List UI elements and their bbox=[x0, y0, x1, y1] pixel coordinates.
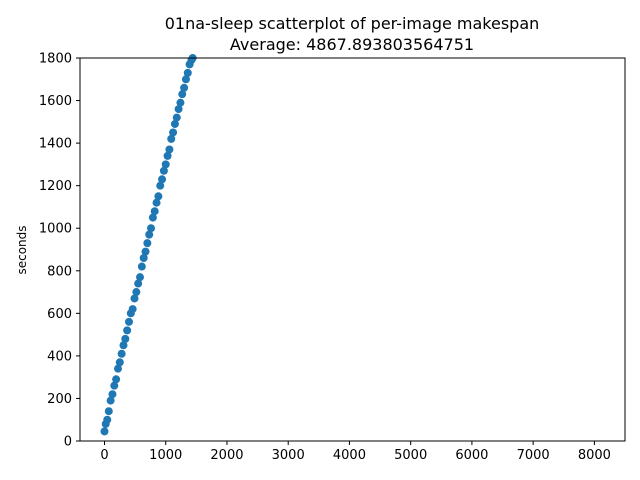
x-tick-label: 3000 bbox=[272, 448, 305, 463]
data-point bbox=[104, 407, 113, 416]
x-tick-label: 2000 bbox=[210, 448, 243, 463]
data-point bbox=[145, 230, 154, 239]
x-tick-label: 4000 bbox=[333, 448, 366, 463]
y-tick-label: 0 bbox=[64, 435, 72, 450]
data-point bbox=[134, 279, 143, 288]
data-point bbox=[165, 145, 174, 154]
data-point bbox=[152, 198, 161, 207]
data-point bbox=[124, 317, 133, 326]
data-point bbox=[108, 390, 117, 399]
data-point bbox=[113, 364, 122, 373]
y-axis-ticks: 0 200 400 600 800 1000 1200 1400 1600 1800 bbox=[39, 52, 80, 450]
data-point bbox=[119, 341, 128, 350]
data-point bbox=[110, 381, 119, 390]
y-tick-label: 1200 bbox=[39, 179, 72, 194]
data-point bbox=[183, 68, 192, 77]
data-point bbox=[132, 288, 141, 297]
data-point bbox=[159, 166, 168, 175]
data-point bbox=[154, 192, 163, 201]
data-point bbox=[137, 262, 146, 271]
x-tick-label: 8000 bbox=[578, 448, 611, 463]
y-axis-label: seconds bbox=[15, 225, 29, 274]
x-tick-label: 5000 bbox=[394, 448, 427, 463]
data-point bbox=[150, 207, 159, 216]
data-point bbox=[141, 247, 150, 256]
chart-subtitle: Average: 4867.893803564751 bbox=[230, 35, 474, 54]
data-point bbox=[136, 273, 145, 282]
x-tick-label: 6000 bbox=[455, 448, 488, 463]
data-point bbox=[156, 181, 165, 190]
data-point bbox=[161, 160, 170, 169]
data-point bbox=[163, 151, 172, 160]
data-point bbox=[147, 224, 156, 233]
y-tick-label: 1000 bbox=[39, 222, 72, 237]
data-point bbox=[139, 254, 148, 263]
data-point bbox=[178, 90, 187, 99]
y-tick-label: 1400 bbox=[39, 137, 72, 152]
data-points bbox=[100, 54, 197, 436]
data-point bbox=[121, 334, 130, 343]
data-point bbox=[143, 239, 152, 248]
data-point bbox=[115, 358, 124, 367]
data-point bbox=[167, 134, 176, 143]
data-point bbox=[112, 375, 121, 384]
y-tick-label: 800 bbox=[47, 264, 72, 279]
data-point bbox=[170, 119, 179, 128]
x-tick-label: 1000 bbox=[149, 448, 182, 463]
x-tick-label: 0 bbox=[100, 448, 108, 463]
data-point bbox=[181, 75, 190, 84]
x-tick-label: 7000 bbox=[517, 448, 550, 463]
y-tick-label: 600 bbox=[47, 307, 72, 322]
data-point bbox=[100, 427, 109, 436]
chart-title: 01na-sleep scatterplot of per-image make… bbox=[165, 14, 540, 33]
data-point bbox=[117, 349, 126, 358]
data-point bbox=[169, 128, 178, 137]
x-axis-ticks: 0 1000 2000 3000 4000 5000 6000 7000 8000 bbox=[100, 441, 611, 463]
y-tick-label: 400 bbox=[47, 349, 72, 364]
plot-frame bbox=[79, 57, 626, 442]
data-point bbox=[180, 83, 189, 92]
data-point bbox=[172, 113, 181, 122]
y-tick-label: 200 bbox=[47, 392, 72, 407]
y-tick-label: 1600 bbox=[39, 94, 72, 109]
data-point bbox=[174, 105, 183, 114]
data-point bbox=[123, 326, 132, 335]
data-point bbox=[103, 415, 112, 424]
data-point bbox=[148, 213, 157, 222]
data-point bbox=[176, 98, 185, 107]
data-point bbox=[158, 175, 167, 184]
data-point bbox=[106, 396, 115, 405]
data-point bbox=[128, 305, 137, 314]
y-tick-label: 1800 bbox=[39, 52, 72, 67]
data-point bbox=[130, 294, 139, 303]
